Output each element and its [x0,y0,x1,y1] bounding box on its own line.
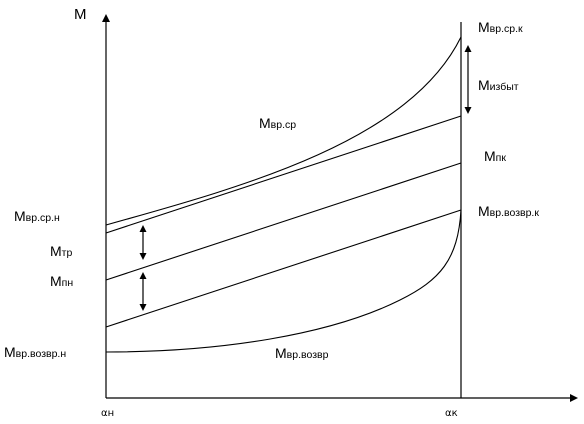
label-m-vr-vozvr-k: Mвр.возвр.к [478,203,539,219]
label-m-vr-sr-k: Mвр.ср.к [478,19,523,35]
label-m-tr: Mтр [50,243,72,259]
y-axis-label: M [74,6,87,23]
label-m-pk: Mпк [484,148,506,164]
x-start-label: αн [101,408,114,419]
m-pn-line [105,209,462,328]
m-vr-sr-curve [105,36,462,226]
m-vr-vozvr-curve [105,209,462,353]
m-vr-sr-line [105,115,462,234]
label-m-vr-sr-n: Mвр.ср.н [14,208,60,224]
label-m-vr-vozvr-n: Mвр.возвр.н [4,344,66,360]
x-end-label: αк [445,408,458,419]
label-m-vr-sr: Mвр.ср [259,115,296,131]
label-m-vr-vozvr: Mвр.возвр [275,345,329,361]
label-m-izbyt: Mизбыт [478,77,519,93]
label-m-pn: Mпн [50,273,73,289]
m-pk-line [105,162,462,281]
